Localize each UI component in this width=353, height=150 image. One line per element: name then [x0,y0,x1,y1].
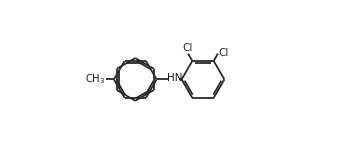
Text: Cl: Cl [183,43,193,53]
Text: Cl: Cl [219,48,229,58]
Text: CH$_3$: CH$_3$ [85,72,105,86]
Text: HN: HN [167,73,182,83]
